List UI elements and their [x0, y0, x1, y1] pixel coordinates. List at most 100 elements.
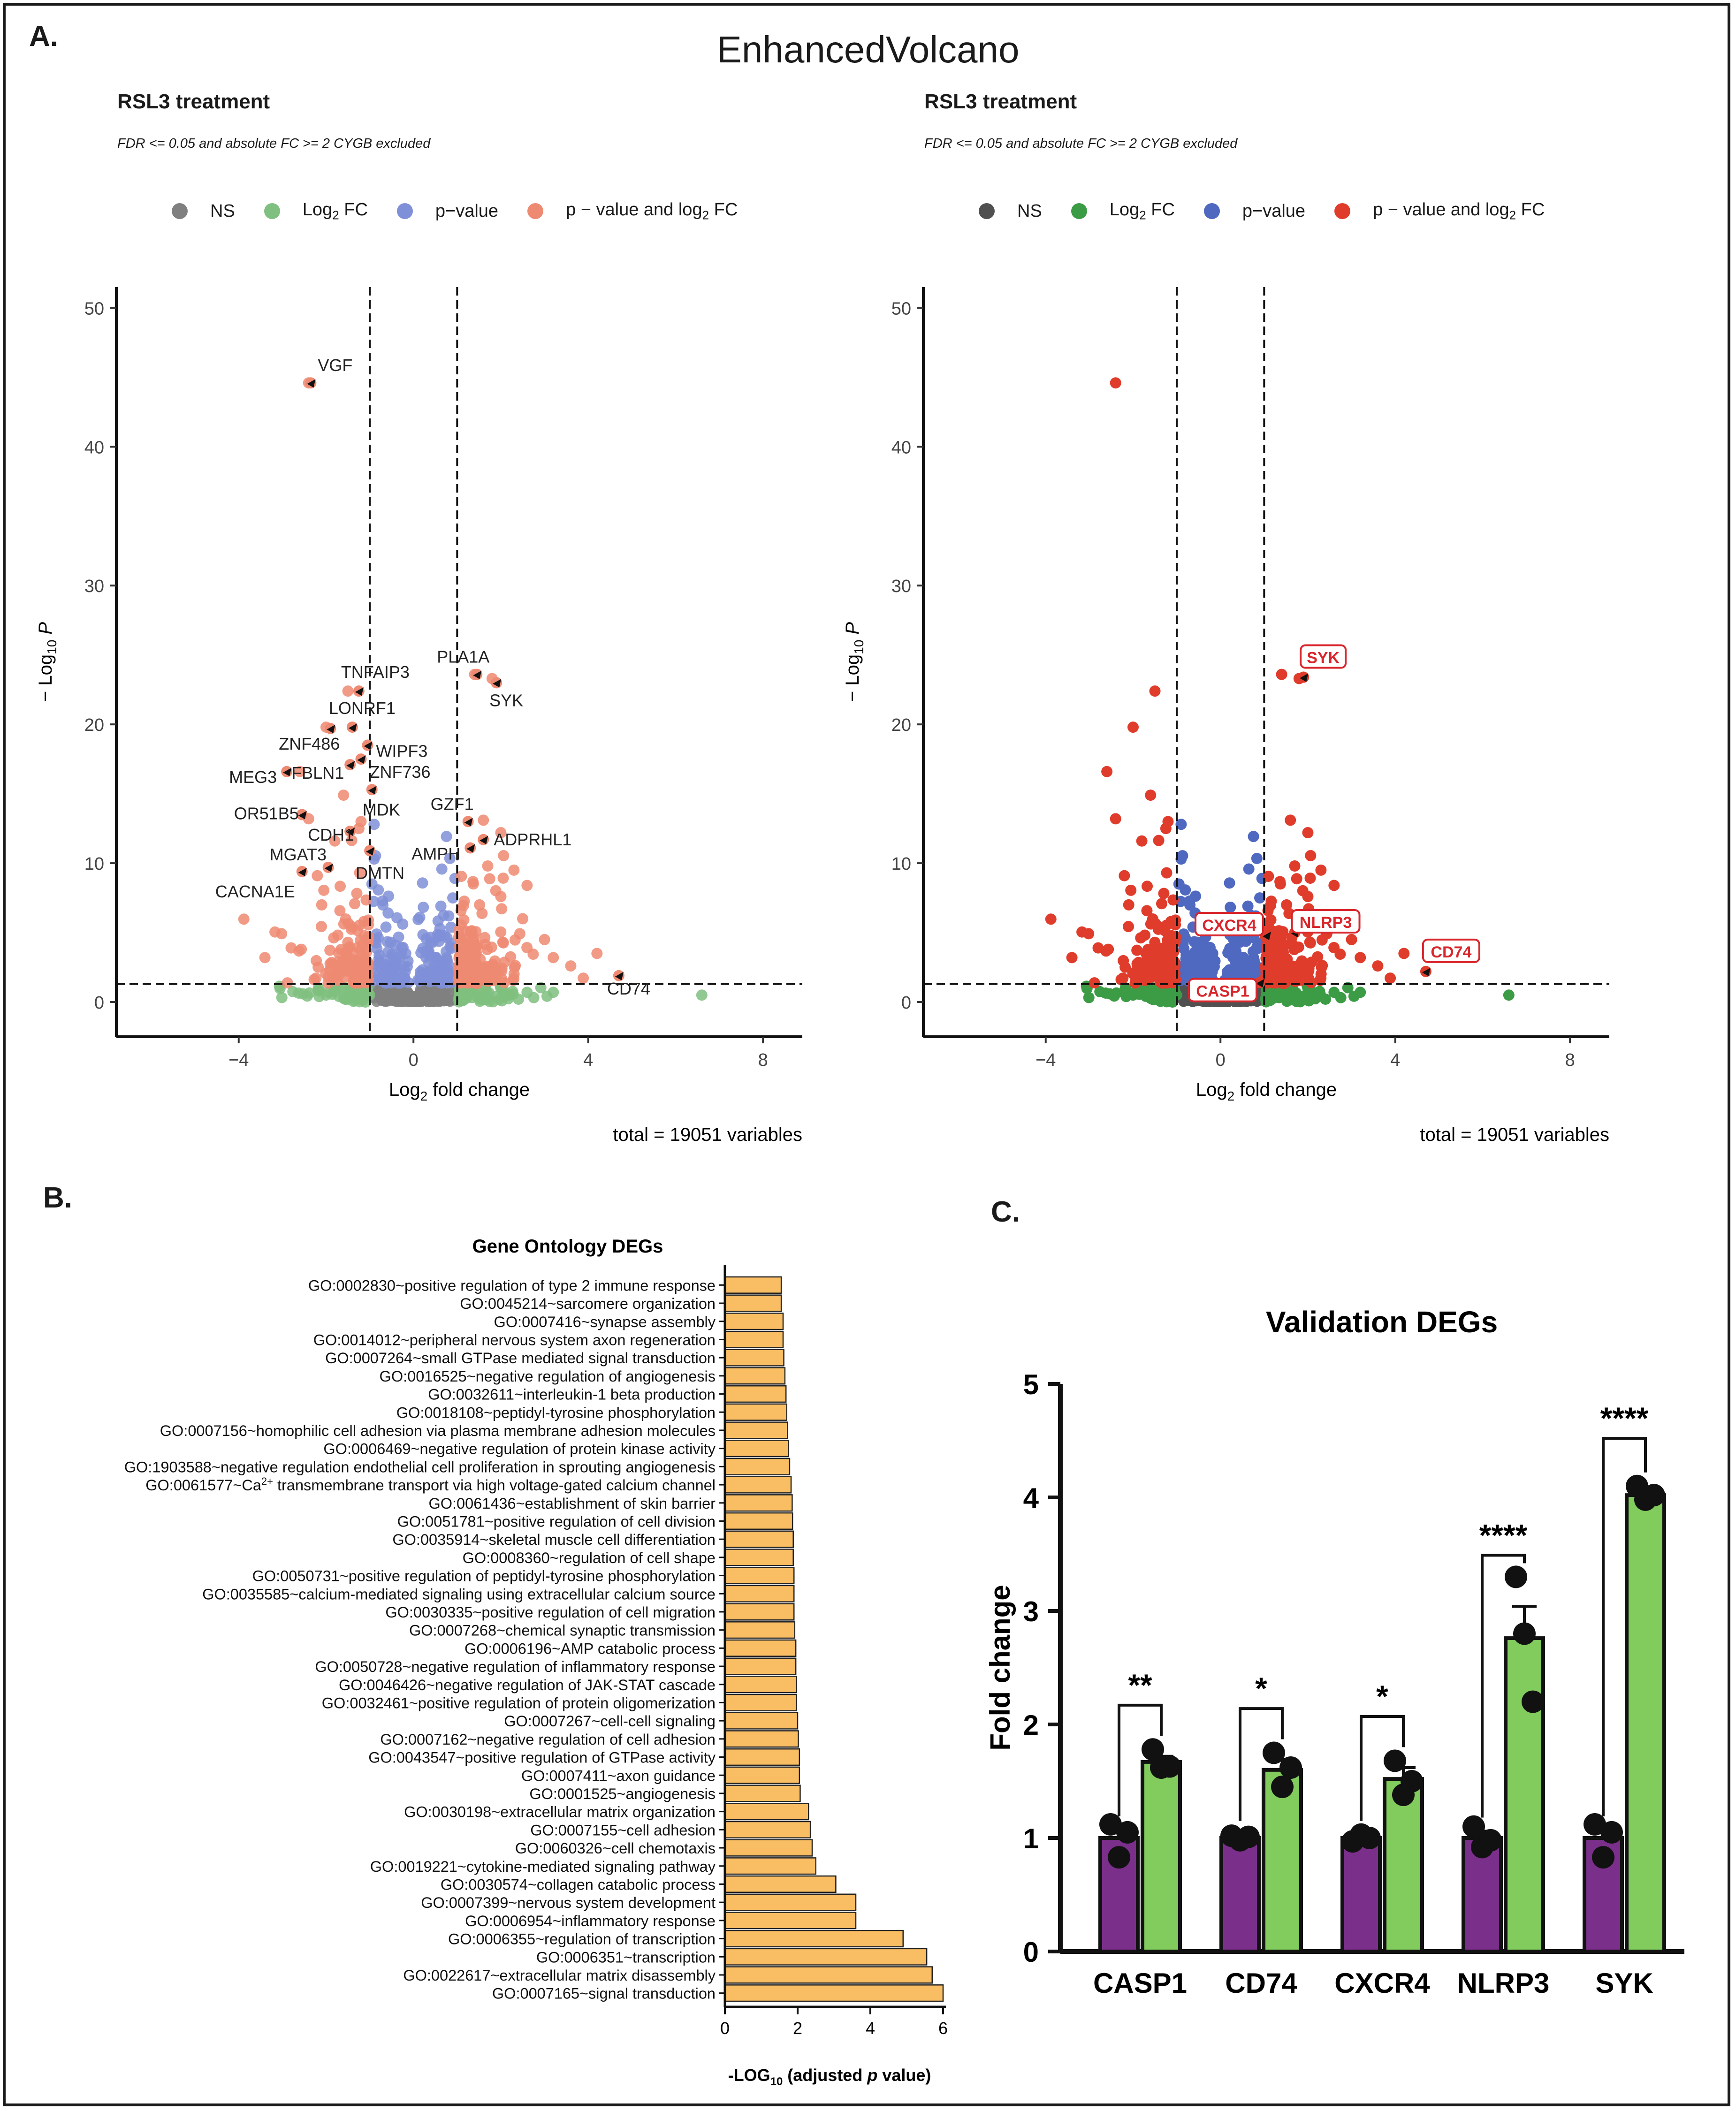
point-log2fc [484, 995, 495, 1007]
go-category-label: GO:0061577~Ca2+ transmembrane transport … [145, 1475, 716, 1494]
point-both [342, 685, 354, 697]
y-tick-label: 20 [84, 715, 104, 735]
point-both [1145, 918, 1157, 930]
point-both [259, 952, 271, 964]
go-bar [724, 1821, 811, 1838]
point-pvalue [1173, 878, 1185, 890]
gene-label-box [1188, 978, 1258, 1002]
label-pointer [368, 786, 377, 795]
gene-label: TNFAIP3 [341, 662, 410, 682]
point-pvalue [1225, 902, 1236, 913]
label-pointer [473, 670, 482, 679]
point-both [488, 960, 500, 972]
legend-dot [1071, 203, 1087, 219]
go-x-tick-label: 6 [938, 2019, 948, 2038]
go-bar [724, 1367, 786, 1385]
replicate-dot [1643, 1484, 1665, 1507]
go-bar [724, 1893, 857, 1911]
point-pvalue [1243, 863, 1255, 875]
point-both [1304, 872, 1316, 884]
point-both [1117, 972, 1129, 984]
point-both [1152, 964, 1164, 976]
point-pvalue [1189, 946, 1201, 958]
y-tick-label: 20 [891, 715, 911, 735]
bar-rsl3 [1383, 1777, 1424, 1953]
point-both [1346, 934, 1357, 945]
go-bar [724, 1566, 795, 1585]
point-both [1131, 944, 1143, 956]
point-both [238, 913, 250, 925]
point-both [1328, 880, 1340, 891]
point-both [349, 898, 360, 910]
point-both [296, 943, 307, 955]
gene-label: MDK [363, 800, 400, 819]
point-both [1141, 905, 1153, 917]
label-pointer [364, 741, 373, 750]
go-category-label: GO:0060326~cell chemotaxis [515, 1840, 716, 1857]
bar-control [1583, 1836, 1624, 1953]
point-both [282, 977, 293, 989]
point-log2fc [504, 989, 516, 1001]
point-both [466, 928, 478, 940]
go-bar [724, 1839, 813, 1857]
point-both [1134, 958, 1145, 970]
point-pvalue [415, 947, 427, 958]
y-tick-label: 40 [84, 438, 104, 457]
point-both [496, 973, 508, 985]
point-pvalue [443, 910, 455, 922]
point-pvalue [1175, 853, 1187, 865]
gene-label: GZF1 [431, 794, 474, 813]
x-tick-label: 8 [1565, 1050, 1575, 1070]
go-category-label: GO:0061436~establishment of skin barrier [428, 1495, 716, 1512]
point-both [455, 905, 467, 917]
point-both [1110, 813, 1121, 825]
point-both [311, 955, 322, 966]
significance-marker: **** [1600, 1401, 1649, 1435]
point-pvalue [428, 959, 440, 971]
label-pointer [298, 867, 307, 876]
gene-label: MEG3 [229, 767, 277, 787]
point-both [1103, 943, 1114, 955]
point-pvalue [415, 969, 426, 980]
gene-label: ADPRHL1 [494, 830, 571, 849]
go-category-label: GO:0007268~chemical synaptic transmissio… [409, 1622, 716, 1639]
point-pvalue [371, 943, 383, 955]
label-pointer [307, 379, 316, 388]
validation-category-label: NLRP3 [1457, 1967, 1550, 1999]
point-both [1398, 948, 1410, 959]
point-both [1372, 960, 1384, 972]
go-category-label: GO:0032611~interleukin-1 beta production [428, 1386, 716, 1403]
point-both [1167, 973, 1179, 985]
point-pvalue [1251, 852, 1263, 864]
point-both [1089, 977, 1100, 989]
replicate-dot [1263, 1741, 1285, 1764]
point-pvalue [382, 907, 394, 919]
point-ns [376, 989, 387, 1000]
legend-label: NS [1017, 201, 1042, 221]
go-bar [724, 1403, 787, 1421]
bar-rsl3 [1504, 1636, 1545, 1954]
label-pointer [327, 725, 335, 734]
go-bar [724, 1875, 837, 1893]
gene-label: AMPH [411, 844, 460, 864]
point-log2fc [1111, 987, 1122, 999]
gene-label-box [1291, 909, 1361, 934]
point-both [467, 876, 479, 888]
point-both [495, 926, 507, 938]
go-category-label: GO:0050731~positive regulation of peptid… [252, 1568, 716, 1585]
go-category-label: GO:0051781~positive regulation of cell d… [397, 1513, 716, 1530]
point-ns [398, 995, 409, 1006]
label-pointer [283, 767, 292, 776]
go-bar [724, 1530, 794, 1548]
point-both [478, 814, 489, 826]
point-both [1149, 685, 1161, 697]
point-both [1285, 814, 1296, 826]
point-both [1302, 827, 1314, 838]
legend-label-both: p − value and log2 FC [566, 199, 738, 222]
point-both [1083, 928, 1095, 940]
point-both [318, 884, 330, 896]
replicate-dot [1462, 1815, 1485, 1838]
point-both [505, 951, 517, 963]
point-both [1315, 864, 1327, 876]
go-category-label: GO:0014012~peripheral nervous system axo… [313, 1331, 716, 1348]
